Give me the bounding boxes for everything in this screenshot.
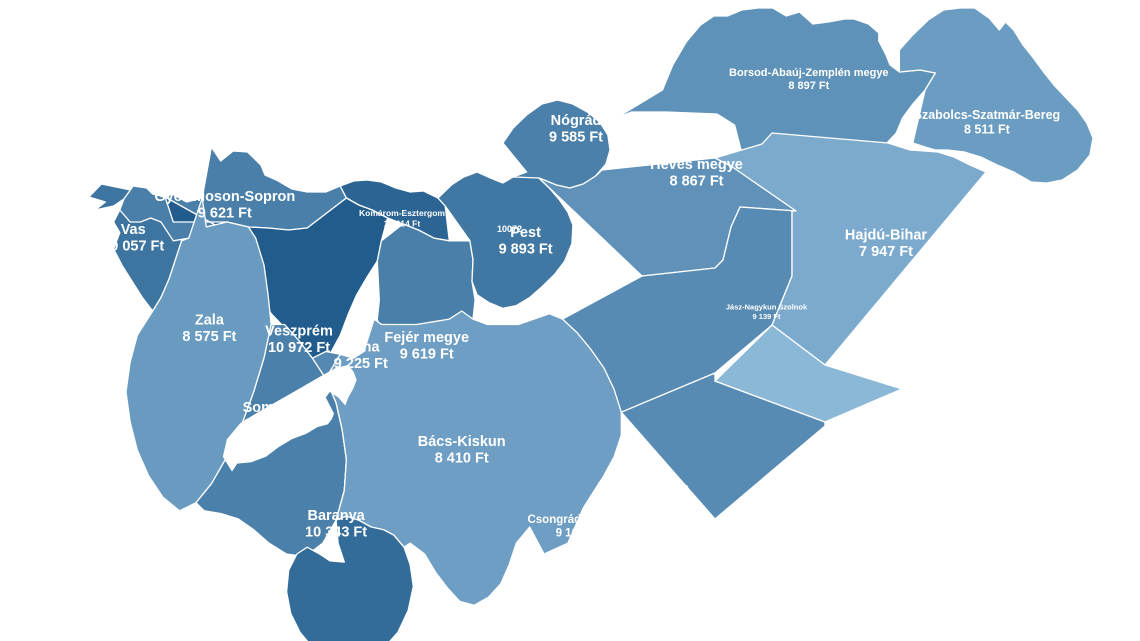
svg-text:Tolna: Tolna [342,340,381,356]
svg-text:Győr-Moson-Sopron: Győr-Moson-Sopron [154,189,295,205]
svg-text:9 169 Ft: 9 169 Ft [556,528,599,540]
svg-text:9 893 Ft: 9 893 Ft [499,241,553,257]
svg-text:8 867 Ft: 8 867 Ft [670,174,724,190]
svg-text:10 343 Ft: 10 343 Ft [305,525,367,541]
svg-text:8 511 Ft: 8 511 Ft [964,123,1011,137]
svg-text:8 410 Ft: 8 410 Ft [435,451,489,467]
svg-text:10 057 Ft: 10 057 Ft [102,239,164,255]
svg-text:Jász-Nagykun Szolnok: Jász-Nagykun Szolnok [726,303,808,312]
svg-text:Bács-Kiskun: Bács-Kiskun [418,434,506,450]
svg-text:10072: 10072 [497,224,522,234]
svg-text:Borsod-Abaúj-Zemplén megye: Borsod-Abaúj-Zemplén megye [729,67,889,79]
svg-text:9 619 Ft: 9 619 Ft [400,347,454,363]
svg-text:Szabolcs-Szatmár-Bereg: Szabolcs-Szatmár-Bereg [914,108,1061,122]
svg-text:9 585 Ft: 9 585 Ft [549,130,603,146]
svg-text:8 897 Ft: 8 897 Ft [788,80,829,92]
svg-text:Hajdú-Bihar: Hajdú-Bihar [845,227,928,243]
svg-text:9 225 Ft: 9 225 Ft [334,356,388,372]
svg-text:Zala: Zala [195,313,225,329]
svg-text:Heves megye: Heves megye [650,157,743,173]
svg-text:Békés: Békés [646,481,689,497]
svg-text:8 575 Ft: 8 575 Ft [182,329,236,345]
svg-text:7 947 Ft: 7 947 Ft [859,244,913,260]
svg-text:Nógrád: Nógrád [551,113,602,129]
svg-text:9 139 Ft: 9 139 Ft [753,312,781,321]
svg-text:Baranya: Baranya [307,508,365,524]
svg-text:9 621 Ft: 9 621 Ft [198,206,252,222]
svg-text:Fejér megye: Fejér megye [384,330,469,346]
svg-text:7 413 Ft: 7 413 Ft [641,498,695,514]
svg-text:10 972 Ft: 10 972 Ft [268,340,330,356]
svg-text:9 575 Ft: 9 575 Ft [244,417,298,433]
svg-text:Csongrád-Csanád: Csongrád-Csanád [527,514,626,526]
svg-text:Vas: Vas [121,222,146,238]
svg-text:Somogy: Somogy [243,400,300,416]
svg-text:Komárom-Esztergom: Komárom-Esztergom [359,208,445,218]
svg-text:10 614 Ft: 10 614 Ft [384,219,421,229]
svg-text:Veszprém: Veszprém [265,323,333,339]
